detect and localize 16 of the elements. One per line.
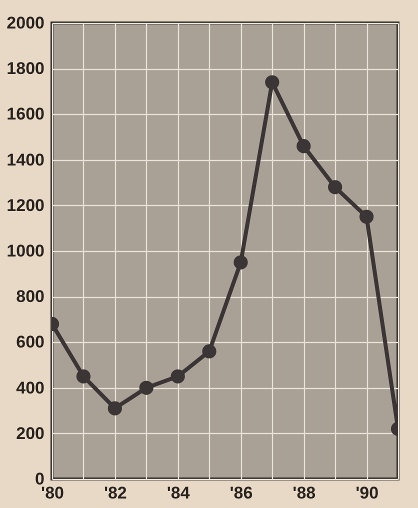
y-tick-label: 600 [16, 332, 44, 352]
x-tick-label: '84 [166, 484, 190, 502]
y-tick-label: 1600 [6, 104, 44, 124]
y-tick-label: 2000 [6, 14, 44, 32]
x-tick-label: '88 [292, 484, 316, 502]
x-tick-label: '80 [41, 484, 64, 502]
y-tick-label: 1200 [6, 196, 44, 215]
y-tick-label: 400 [16, 378, 44, 398]
y-tick-label: 800 [16, 287, 44, 306]
x-tick-label: '86 [230, 484, 253, 502]
x-tick-label: '90 [356, 484, 379, 502]
y-tick-label: 1400 [6, 150, 44, 170]
y-tick-label: 200 [16, 424, 44, 443]
y-tick-label: 1800 [6, 59, 44, 78]
y-tick-label: 1000 [6, 242, 44, 260]
x-tick-label: '82 [104, 484, 127, 502]
